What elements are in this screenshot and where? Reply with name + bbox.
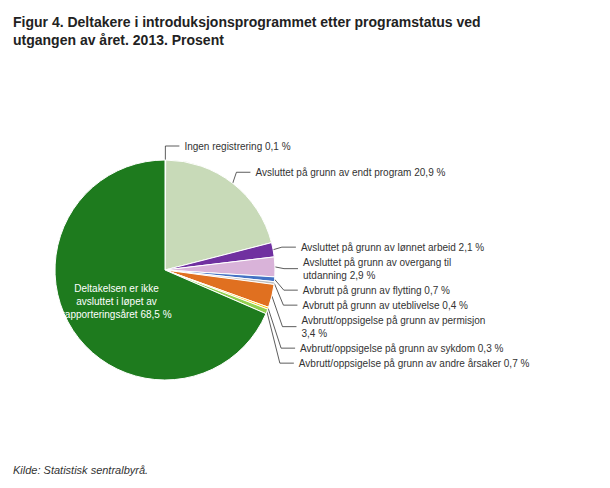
svg-text:Deltakelsen er ikke: Deltakelsen er ikke [74,283,159,294]
svg-text:Avbrutt/oppsigelse på grunn av: Avbrutt/oppsigelse på grunn av permisjon [301,315,485,326]
svg-text:Avbrutt på grunn av flytting 0: Avbrutt på grunn av flytting 0,7 % [303,285,450,296]
svg-text:utgangen av året. 2013. Prosen: utgangen av året. 2013. Prosent [13,32,224,48]
svg-text:Avbrutt/oppsigelse på grunn av: Avbrutt/oppsigelse på grunn av sykdom 0,… [300,343,503,354]
svg-text:Avsluttet på grunn av overgang: Avsluttet på grunn av overgang til [303,257,451,268]
svg-text:Avsluttet på grunn av endt pro: Avsluttet på grunn av endt program 20,9 … [255,167,445,178]
svg-text:Ingen registrering 0,1 %: Ingen registrering 0,1 % [184,141,290,152]
svg-text:Avsluttet på grunn av lønnet a: Avsluttet på grunn av lønnet arbeid 2,1 … [301,242,484,253]
svg-text:3,4 %: 3,4 % [301,328,327,339]
svg-text:rapporteringsåret 68,5 %: rapporteringsåret 68,5 % [61,309,171,320]
svg-text:Avbrutt på grunn av uteblivels: Avbrutt på grunn av uteblivelse 0,4 % [302,300,468,311]
svg-text:avsluttet i løpet av: avsluttet i løpet av [76,296,157,307]
svg-text:Avbrutt/oppsigelse på grunn av: Avbrutt/oppsigelse på grunn av andre års… [299,358,530,369]
svg-text:utdanning 2,9 %: utdanning 2,9 % [303,270,375,281]
svg-text:Kilde: Statistisk sentralbyrå.: Kilde: Statistisk sentralbyrå. [13,464,148,476]
svg-text:Figur 4. Deltakere i introduks: Figur 4. Deltakere i introduksjonsprogra… [13,14,481,30]
